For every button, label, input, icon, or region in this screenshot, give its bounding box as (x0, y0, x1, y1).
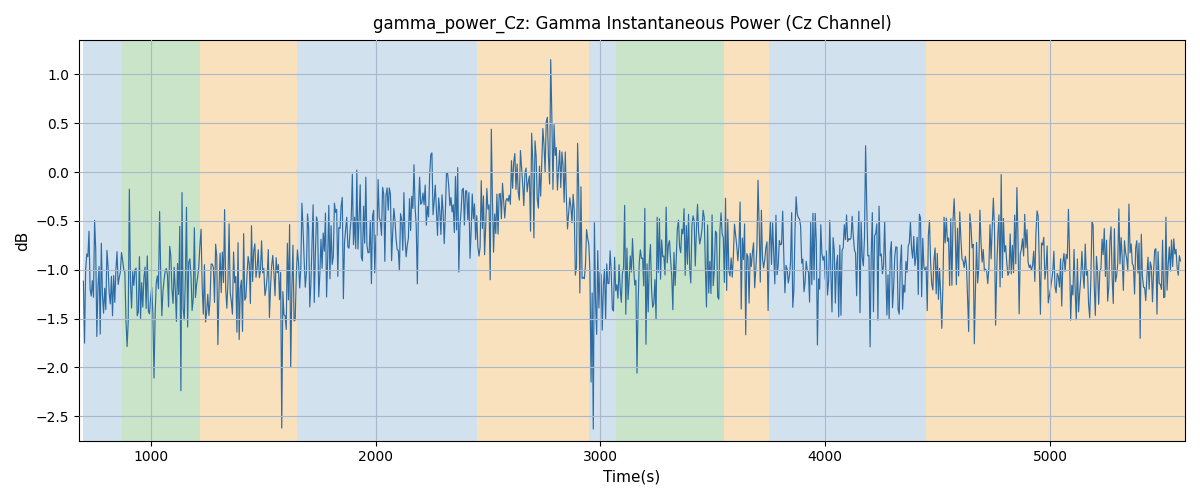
Title: gamma_power_Cz: Gamma Instantaneous Power (Cz Channel): gamma_power_Cz: Gamma Instantaneous Powe… (372, 15, 892, 34)
Bar (342, 40, 476, 440)
X-axis label: Time(s): Time(s) (604, 470, 660, 485)
Bar (769, 40, 926, 440)
Bar (83, 40, 121, 440)
Bar (476, 40, 589, 440)
Bar (724, 40, 769, 440)
Bar (617, 40, 724, 440)
Bar (926, 40, 1186, 440)
Bar (121, 40, 200, 440)
Y-axis label: dB: dB (14, 230, 30, 250)
Bar (200, 40, 296, 440)
Bar (589, 40, 617, 440)
Bar (296, 40, 342, 440)
